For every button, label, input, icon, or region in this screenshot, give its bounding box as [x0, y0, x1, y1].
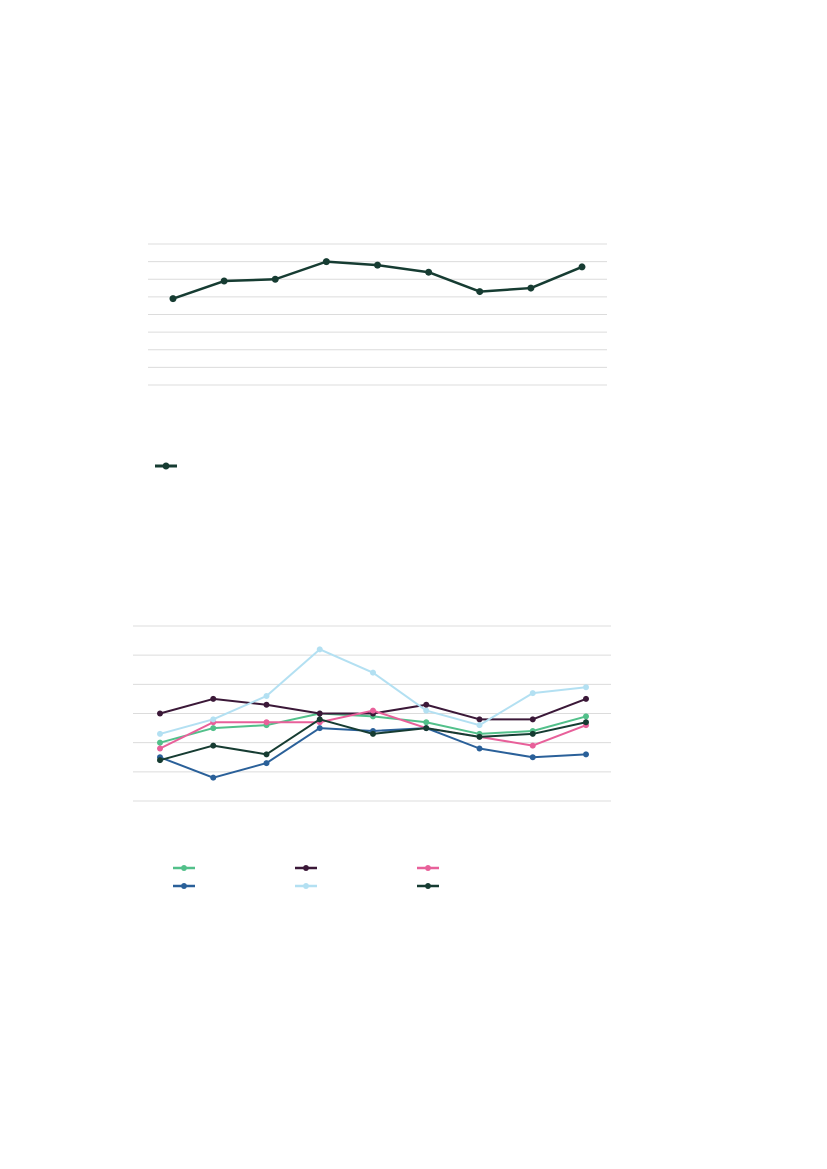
data-point: [527, 284, 535, 292]
data-point: [370, 669, 376, 676]
data-point: [157, 739, 163, 746]
data-point: [210, 716, 217, 723]
data-point: [220, 277, 228, 285]
legend-marker: [181, 865, 187, 871]
data-point: [263, 760, 270, 767]
data-point: [157, 730, 163, 737]
data-point: [370, 730, 376, 737]
data-point: [263, 693, 270, 699]
data-point: [210, 695, 217, 702]
data-point: [210, 742, 217, 749]
legend-marker: [303, 883, 309, 889]
data-point: [476, 716, 483, 723]
data-point: [583, 751, 589, 758]
data-point: [423, 725, 430, 732]
data-point: [263, 701, 270, 708]
data-point: [370, 707, 376, 714]
data-point: [263, 751, 270, 758]
data-point: [423, 701, 430, 708]
legend-marker: [425, 865, 431, 871]
data-point: [476, 745, 483, 752]
data-point: [271, 275, 279, 283]
data-point: [210, 725, 217, 732]
legend-marker: [303, 865, 309, 871]
data-point: [425, 268, 433, 276]
data-point: [316, 646, 323, 653]
data-point: [529, 716, 536, 723]
data-point: [210, 774, 217, 781]
data-point: [476, 733, 483, 740]
data-point: [583, 684, 589, 691]
series-line: [159, 718, 587, 762]
data-point: [529, 742, 536, 749]
data-point: [583, 719, 589, 726]
data-point: [316, 725, 323, 732]
data-point: [476, 288, 484, 296]
data-point: [157, 745, 163, 752]
series-line: [159, 648, 587, 735]
legend-marker: [162, 462, 170, 470]
data-point: [423, 707, 430, 714]
data-point: [157, 757, 163, 764]
data-point: [263, 719, 270, 726]
data-point: [316, 710, 323, 717]
data-point: [529, 754, 536, 761]
data-point: [316, 716, 323, 723]
legend-marker: [181, 883, 187, 889]
data-point: [578, 263, 586, 271]
data-point: [169, 295, 177, 303]
data-point: [157, 710, 163, 717]
data-point: [322, 258, 330, 266]
data-point: [529, 730, 536, 737]
legend-marker: [425, 883, 431, 889]
data-point: [583, 713, 589, 720]
data-point: [529, 690, 536, 697]
data-point: [374, 261, 381, 269]
data-point: [583, 695, 589, 702]
data-point: [423, 719, 430, 726]
data-point: [476, 722, 483, 729]
